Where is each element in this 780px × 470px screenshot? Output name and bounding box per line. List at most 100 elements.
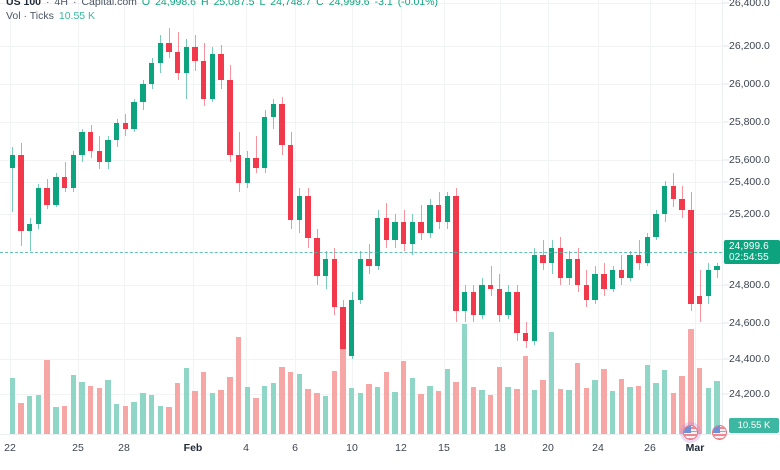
candle-wick — [491, 266, 492, 297]
volume-bar — [140, 392, 146, 434]
us-flag-icon[interactable] — [683, 425, 698, 440]
candlestick-series — [9, 27, 720, 434]
candle-body — [296, 195, 303, 220]
time-tick-label-major: Feb — [183, 442, 203, 454]
candle-body — [18, 154, 24, 231]
volume-bar — [18, 403, 24, 434]
candle-body — [453, 195, 459, 312]
gridline-vertical — [193, 0, 194, 434]
candle-body — [174, 52, 181, 73]
volume-bar — [227, 376, 233, 434]
volume-bar — [305, 388, 311, 434]
candle-body — [540, 255, 546, 263]
candle-body — [209, 54, 216, 99]
time-tick-label: 24 — [592, 442, 604, 454]
price-tick-label: 24,800.0 — [729, 279, 770, 291]
current-price-dashed-line — [0, 252, 722, 253]
candle-body — [105, 139, 111, 163]
volume-bar — [157, 406, 163, 434]
volume-bar — [148, 395, 155, 434]
candle-body — [592, 273, 598, 300]
bar-countdown-timer: 02:54:55 — [729, 252, 769, 263]
current-price-badge[interactable]: 24,999.6 02:54:55 — [724, 240, 780, 264]
volume-bar — [183, 367, 190, 434]
candle-body — [288, 145, 294, 220]
current-price-value: 24,999.6 — [729, 241, 769, 252]
volume-bar — [357, 392, 363, 434]
candle-body — [618, 270, 624, 278]
price-tick-dash — [723, 45, 729, 47]
volume-bar — [644, 365, 651, 434]
volume-bar — [27, 396, 33, 434]
candle-body — [575, 258, 581, 285]
candle-body — [383, 217, 390, 241]
volume-bar — [688, 329, 694, 434]
candle-body — [601, 273, 607, 289]
volume-bar — [87, 385, 94, 434]
candle-body — [548, 247, 555, 263]
candle-body — [705, 270, 711, 297]
candle-body — [418, 221, 424, 233]
volume-bar — [592, 379, 598, 434]
candle-body — [366, 258, 372, 267]
candle-body — [79, 132, 85, 155]
volume-bar — [270, 382, 276, 434]
candle-body — [496, 288, 503, 315]
chart-plot-area[interactable] — [0, 0, 722, 434]
candle-body — [9, 154, 16, 168]
volume-bar — [244, 386, 250, 434]
volume-bar — [609, 391, 616, 434]
price-tick-label: 25,400.0 — [729, 176, 770, 188]
price-tick-label: 24,400.0 — [729, 353, 770, 365]
time-tick-label: 20 — [542, 442, 554, 454]
volume-bar — [653, 383, 659, 434]
volume-value-badge[interactable]: 10.55 K — [729, 418, 779, 433]
time-tick-label: 12 — [395, 442, 407, 454]
us-flag-icon[interactable] — [712, 425, 727, 440]
volume-bar — [261, 385, 268, 434]
volume-bar — [479, 390, 485, 434]
volume-bar — [35, 394, 42, 434]
time-tick-label: 25 — [72, 442, 84, 454]
candle-body — [470, 292, 477, 315]
candle-body — [44, 188, 50, 205]
gridline-vertical — [650, 0, 651, 434]
volume-bar — [288, 371, 294, 434]
candle-body — [166, 42, 172, 53]
volume-bar — [296, 373, 303, 434]
volume-bar — [122, 405, 129, 434]
candle-body — [670, 186, 677, 200]
volume-bar — [662, 370, 668, 434]
gridline-vertical — [500, 0, 501, 434]
candle-body — [531, 255, 537, 341]
volume-bar — [566, 390, 572, 434]
gridline-vertical — [295, 0, 296, 434]
candle-body — [140, 83, 146, 103]
gridline-vertical — [10, 0, 11, 434]
volume-bar — [166, 406, 172, 434]
volume-bar — [435, 391, 442, 434]
candle-body — [514, 292, 520, 334]
volume-bar — [314, 393, 320, 434]
candle-body — [409, 221, 416, 244]
volume-bar — [470, 387, 477, 434]
price-tick-label: 25,800.0 — [729, 116, 770, 128]
price-axis[interactable]: 26,400.0 26,200.0 26,000.0 25,800.0 25,600.0… — [722, 0, 780, 434]
candle-body — [488, 284, 494, 289]
volume-bar — [601, 369, 607, 434]
candle-body — [253, 158, 259, 168]
volume-bar — [279, 367, 285, 434]
candle-wick — [256, 135, 257, 174]
candle-body — [148, 63, 155, 84]
volume-bar — [418, 394, 424, 434]
volume-bar — [409, 377, 416, 434]
candle-body — [688, 210, 694, 304]
candle-body — [461, 292, 468, 312]
candle-body — [348, 299, 355, 356]
price-tick-dash — [723, 358, 729, 360]
volume-bar — [679, 376, 685, 434]
time-axis[interactable]: 22 25 28 Feb 4 6 10 12 15 18 20 24 26 Mar — [0, 434, 780, 470]
time-tick-label: 4 — [243, 442, 249, 454]
volume-bar — [392, 391, 398, 434]
volume-bar — [348, 388, 355, 434]
